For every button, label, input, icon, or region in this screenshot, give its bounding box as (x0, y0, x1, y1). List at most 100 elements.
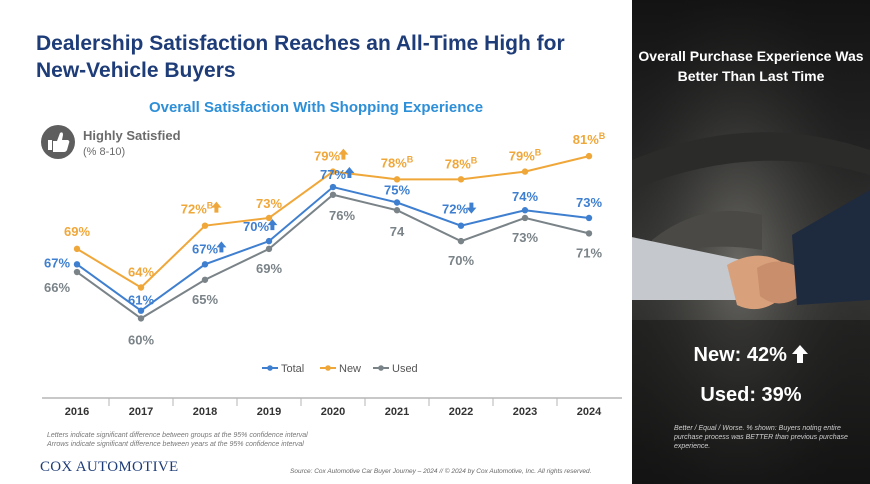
used-point-2021 (393, 207, 401, 214)
new-label-2022: 78%B (445, 155, 478, 171)
line-chart: Highly Satisfied (% 8-10) 69% 64% 72%B 73% 7… (41, 125, 622, 448)
new-label-2023: 79%B (509, 148, 542, 164)
new-point-2021 (393, 176, 401, 183)
new-label-2020: 79% (314, 149, 340, 164)
new-point-2018 (201, 222, 209, 229)
used-point-2019 (265, 245, 273, 253)
total-label-2024: 73% (576, 195, 602, 210)
thumbs-up-icon (41, 125, 75, 159)
total-series: 67% 61% 67% 70% 77% 75% 72% 74% 73% (44, 167, 602, 314)
total-label-2022: 72% (442, 202, 468, 217)
legend-item-total: Total (262, 363, 304, 375)
x-tick-label-2017: 2017 (129, 406, 153, 418)
total-point-2023 (521, 207, 529, 214)
new-point-2020 (329, 168, 337, 175)
handshake-photo (632, 0, 870, 484)
legend-label-used: Used (392, 363, 418, 375)
used-stat: Used: 39% (700, 384, 802, 406)
arrow-up-icon (792, 345, 809, 363)
total-label-2020: 77% (320, 167, 346, 182)
arrow-up-icon (267, 219, 278, 231)
used-label-2016: 66% (44, 280, 70, 295)
x-tick-label-2020: 2020 (321, 406, 345, 418)
total-point-2020 (329, 183, 337, 191)
total-label-2017: 61% (128, 293, 154, 308)
used-series: 66% 60% 65% 69% 76% 74 70% 73% 71% (44, 191, 602, 347)
used-label-2023: 73% (512, 230, 538, 245)
used-point-2022 (457, 237, 465, 245)
total-point-2022 (457, 222, 465, 229)
slide-panel: Dealership Satisfaction Reaches an All-T… (36, 32, 622, 475)
side-panel-note: Better / Equal / Worse. % shown: Buyers … (674, 425, 848, 450)
series-layer: 69% 64% 72%B 73% 79% 78%B 78%B 79%B 81%B 66% 60% 65… (44, 131, 606, 347)
x-axis: 2016 2017 2018 2019 2020 2021 2022 2023 2024 (65, 398, 602, 418)
total-point-2018 (201, 261, 209, 268)
used-label-2018: 65% (192, 292, 218, 307)
new-point-2022 (457, 176, 465, 183)
arrow-up-icon (338, 148, 349, 160)
side-panel-title: Overall Purchase Experience Was Better T… (638, 48, 864, 84)
cox-automotive-logo: COX AUTOMOTIVE (40, 459, 179, 475)
new-label-2024: 81%B (573, 131, 606, 147)
total-point-2019 (265, 237, 273, 245)
x-tick-label-2021: 2021 (385, 406, 409, 418)
used-label-2022: 70% (448, 253, 474, 268)
arrow-up-icon (216, 241, 227, 253)
footnote-arrows: Arrows indicate significant difference b… (46, 441, 304, 448)
arrow-up-icon (344, 167, 355, 179)
x-tick-label-2018: 2018 (193, 406, 217, 418)
x-tick-label-2019: 2019 (257, 406, 281, 418)
total-point-2016 (73, 261, 81, 268)
arrow-down-icon (466, 202, 477, 214)
new-stat: New: 42% (632, 344, 870, 367)
badge-title: Highly Satisfied (83, 128, 181, 143)
new-point-2023 (521, 168, 529, 175)
new-label-2018: 72%B (181, 201, 214, 217)
new-label-2019: 73% (256, 196, 282, 211)
used-point-2023 (521, 214, 529, 222)
arrow-up-icon (211, 201, 222, 213)
chart-legend: Total New Used (262, 363, 418, 375)
used-point-2018 (201, 276, 209, 283)
legend-label-new: New (339, 363, 361, 375)
new-point-2016 (73, 245, 81, 253)
new-label-2016: 69% (64, 224, 90, 239)
total-label-2021: 75% (384, 183, 410, 198)
new-label-2021: 78%B (381, 154, 414, 170)
new-series: 69% 64% 72%B 73% 79% 78%B 78%B 79%B 81%B (64, 131, 606, 291)
used-label-2021: 74 (390, 224, 405, 239)
total-label-2018: 67% (192, 241, 218, 256)
side-panel: Overall Purchase Experience Was Better T… (632, 0, 870, 484)
x-tick-label-2023: 2023 (513, 406, 537, 418)
used-point-2020 (329, 191, 337, 198)
total-label-2019: 70% (243, 219, 269, 234)
used-label-2019: 69% (256, 261, 282, 276)
used-label-2024: 71% (576, 245, 602, 260)
used-point-2024 (585, 230, 593, 237)
chart-subtitle: Overall Satisfaction With Shopping Exper… (148, 99, 484, 116)
used-label-2020: 76% (329, 208, 355, 223)
legend-item-new: New (320, 363, 361, 375)
total-label-2023: 74% (512, 189, 538, 204)
new-point-2024 (585, 152, 593, 160)
new-point-2017 (137, 284, 145, 291)
x-tick-label-2024: 2024 (577, 406, 602, 418)
new-stat-value: New: 42% (693, 344, 787, 366)
total-point-2021 (393, 199, 401, 206)
footnote-letters: Letters indicate significant difference … (47, 432, 308, 439)
slide-title: Dealership Satisfaction Reaches an All-T… (36, 32, 565, 82)
new-point-2019 (265, 214, 273, 222)
badge-subtitle: (% 8-10) (83, 146, 125, 158)
total-point-2017 (137, 307, 145, 314)
total-label-2016: 67% (44, 255, 70, 270)
legend-label-total: Total (281, 363, 304, 375)
used-label-2017: 60% (128, 332, 154, 347)
source-note: Source: Cox Automotive Car Buyer Journey… (290, 468, 592, 475)
x-tick-label-2016: 2016 (65, 406, 89, 418)
total-point-2024 (585, 214, 593, 222)
legend-item-used: Used (373, 363, 418, 375)
used-point-2016 (73, 268, 81, 276)
x-tick-label-2022: 2022 (449, 406, 473, 418)
used-point-2017 (137, 315, 145, 322)
new-label-2017: 64% (128, 265, 154, 280)
